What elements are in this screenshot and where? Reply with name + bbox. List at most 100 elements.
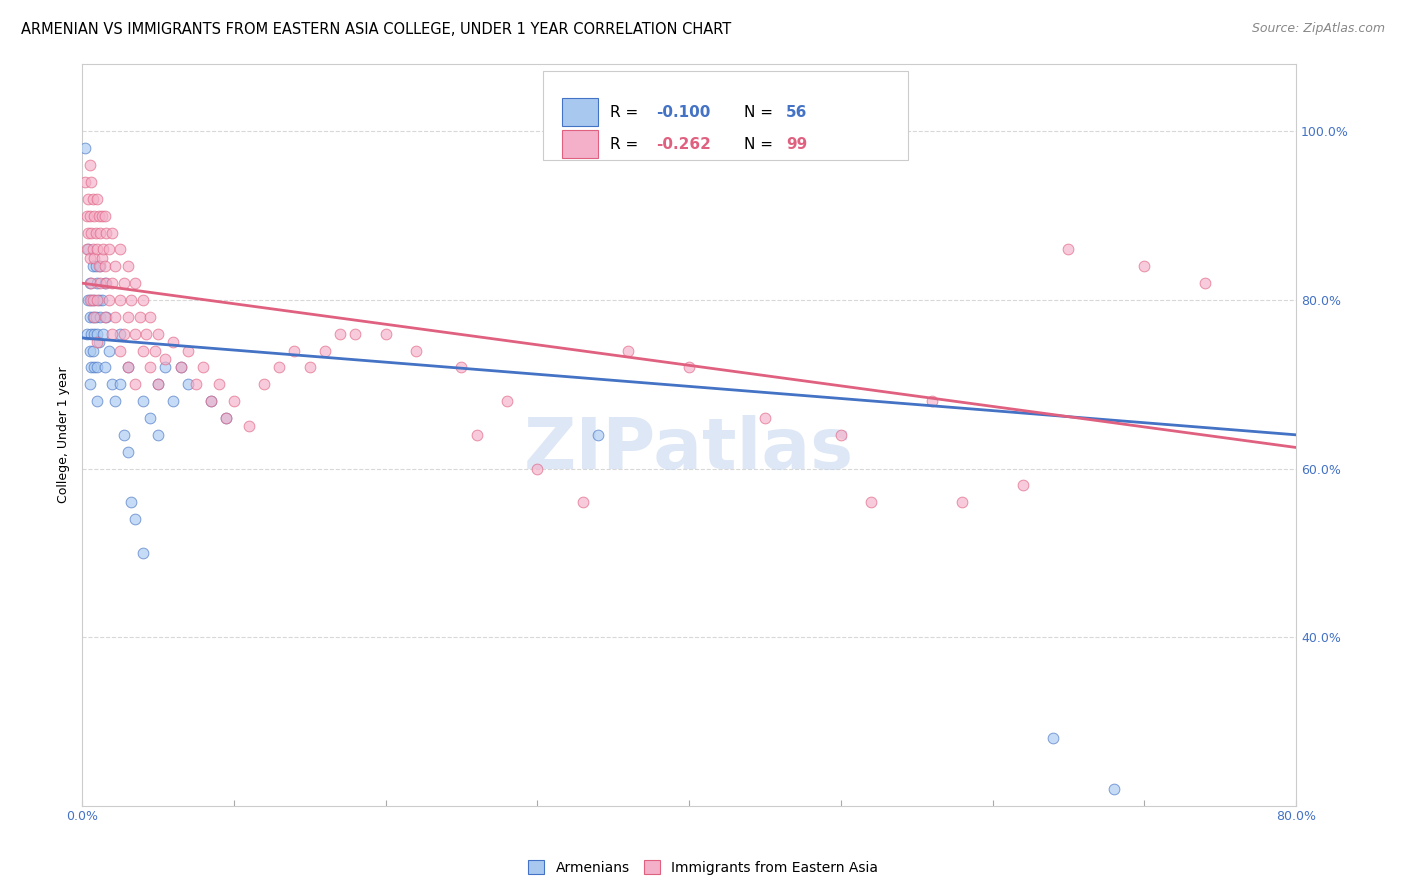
Point bbox=[101, 276, 124, 290]
Point bbox=[79, 158, 101, 172]
Point bbox=[83, 209, 105, 223]
Point bbox=[73, 141, 96, 155]
Point bbox=[98, 293, 121, 307]
Point bbox=[79, 310, 101, 324]
Point bbox=[314, 343, 336, 358]
Y-axis label: College, Under 1 year: College, Under 1 year bbox=[58, 367, 70, 503]
Point bbox=[117, 360, 139, 375]
Point bbox=[83, 326, 105, 341]
Point bbox=[86, 293, 108, 307]
Point bbox=[269, 360, 291, 375]
Point bbox=[200, 394, 222, 409]
Point bbox=[114, 326, 136, 341]
Point bbox=[77, 243, 100, 257]
Point bbox=[124, 326, 146, 341]
Point bbox=[89, 260, 111, 274]
Point bbox=[84, 260, 107, 274]
Point bbox=[450, 360, 472, 375]
Point bbox=[82, 310, 104, 324]
Point bbox=[405, 343, 427, 358]
Point bbox=[94, 209, 117, 223]
Point bbox=[114, 276, 136, 290]
Point bbox=[89, 276, 111, 290]
Point bbox=[83, 251, 105, 265]
Point bbox=[83, 293, 105, 307]
Point bbox=[101, 326, 124, 341]
Point bbox=[344, 326, 367, 341]
Point bbox=[108, 293, 131, 307]
Point bbox=[177, 343, 200, 358]
Point bbox=[79, 251, 101, 265]
Point bbox=[193, 360, 215, 375]
Point bbox=[830, 427, 852, 442]
Point bbox=[80, 293, 103, 307]
Point bbox=[90, 209, 112, 223]
Point bbox=[82, 343, 104, 358]
Point bbox=[860, 495, 883, 509]
Point bbox=[283, 343, 305, 358]
Point bbox=[98, 343, 121, 358]
Point bbox=[90, 293, 112, 307]
Point bbox=[1194, 276, 1216, 290]
Point bbox=[526, 461, 548, 475]
Point bbox=[86, 243, 108, 257]
Point bbox=[117, 444, 139, 458]
Point bbox=[139, 411, 162, 425]
Point bbox=[124, 377, 146, 392]
Point bbox=[82, 260, 104, 274]
Point bbox=[87, 260, 110, 274]
Point bbox=[139, 310, 162, 324]
Point bbox=[1133, 260, 1156, 274]
Point bbox=[177, 377, 200, 392]
Point bbox=[124, 512, 146, 526]
FancyBboxPatch shape bbox=[543, 71, 907, 161]
Point bbox=[108, 243, 131, 257]
Bar bbox=[561, 130, 598, 158]
Point bbox=[82, 243, 104, 257]
Point bbox=[94, 276, 117, 290]
Point bbox=[80, 326, 103, 341]
Point bbox=[79, 343, 101, 358]
Point bbox=[950, 495, 973, 509]
Point bbox=[114, 427, 136, 442]
Point bbox=[86, 276, 108, 290]
Point bbox=[76, 326, 98, 341]
Point bbox=[1012, 478, 1035, 492]
Point bbox=[84, 310, 107, 324]
Point bbox=[104, 310, 127, 324]
Point bbox=[83, 360, 105, 375]
Point bbox=[617, 343, 640, 358]
Point bbox=[96, 226, 118, 240]
Point bbox=[120, 495, 142, 509]
Point bbox=[131, 394, 153, 409]
Point bbox=[169, 360, 191, 375]
Point bbox=[94, 310, 117, 324]
Point bbox=[80, 175, 103, 189]
Point bbox=[146, 377, 169, 392]
Point bbox=[162, 335, 184, 350]
Point bbox=[79, 276, 101, 290]
Bar bbox=[561, 98, 598, 127]
Point bbox=[117, 260, 139, 274]
Point bbox=[184, 377, 207, 392]
Legend: Armenians, Immigrants from Eastern Asia: Armenians, Immigrants from Eastern Asia bbox=[522, 855, 884, 880]
Point bbox=[162, 394, 184, 409]
Text: N =: N = bbox=[744, 104, 778, 120]
Point bbox=[146, 377, 169, 392]
Point bbox=[84, 226, 107, 240]
Point bbox=[253, 377, 276, 392]
Text: N =: N = bbox=[744, 136, 778, 152]
Point bbox=[465, 427, 488, 442]
Point bbox=[754, 411, 776, 425]
Point bbox=[80, 226, 103, 240]
Point bbox=[73, 175, 96, 189]
Point bbox=[124, 276, 146, 290]
Point bbox=[215, 411, 238, 425]
Point bbox=[108, 343, 131, 358]
Point bbox=[83, 310, 105, 324]
Point bbox=[128, 310, 150, 324]
Point bbox=[77, 192, 100, 206]
Point bbox=[87, 335, 110, 350]
Point bbox=[135, 326, 157, 341]
Point bbox=[86, 192, 108, 206]
